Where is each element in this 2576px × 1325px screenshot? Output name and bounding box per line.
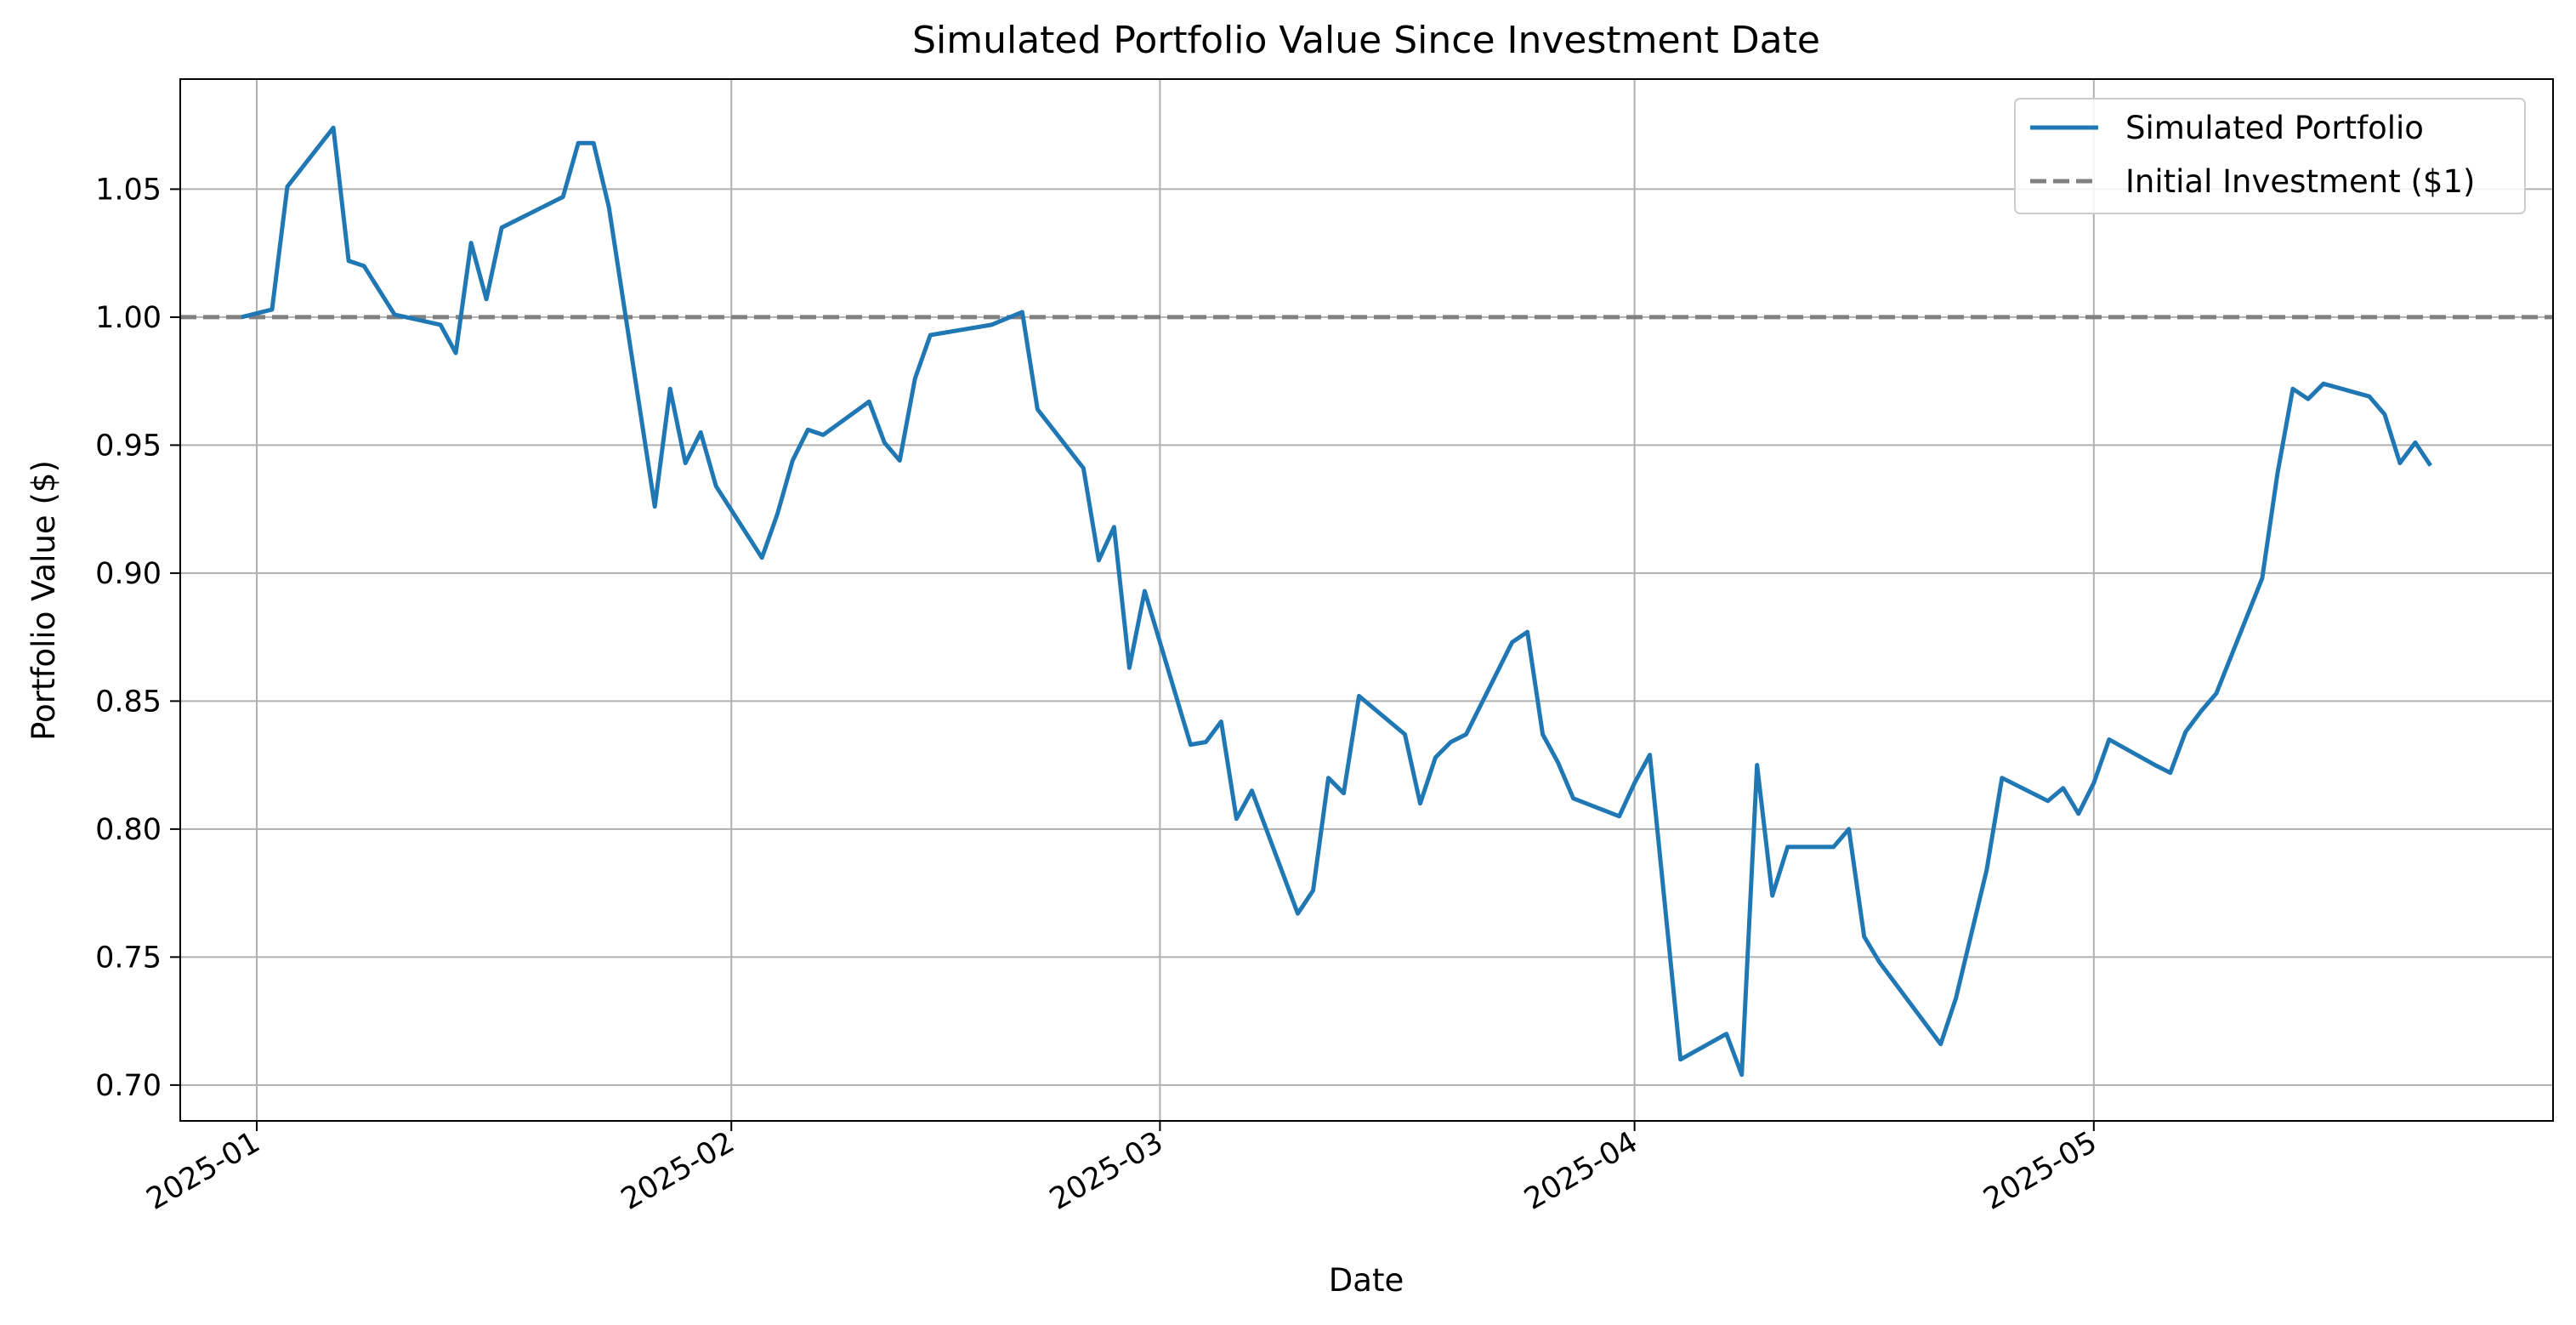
y-axis-ticks: 0.70 0.75 0.80 0.85 0.90 0.95 1.00 1.05 <box>95 173 180 1103</box>
y-tick-label: 1.05 <box>95 173 162 207</box>
x-axis-label: Date <box>1329 1262 1404 1299</box>
y-tick-label: 1.00 <box>95 301 162 335</box>
series-layer <box>241 125 2432 1078</box>
legend-box <box>2014 98 2526 214</box>
legend-label-initial-investment: Initial Investment ($1) <box>2125 163 2475 200</box>
y-tick-label: 0.95 <box>95 429 162 463</box>
y-tick-label: 0.70 <box>95 1069 162 1103</box>
y-axis-label: Portfolio Value ($) <box>26 460 62 741</box>
grid-lines <box>180 79 2553 1121</box>
legend-label-simulated-portfolio: Simulated Portfolio <box>2125 110 2424 146</box>
plot-area-frame <box>179 78 2554 1122</box>
portfolio-value-line <box>241 125 2432 1078</box>
y-tick-label: 0.75 <box>95 941 162 975</box>
y-tick-label: 0.85 <box>95 685 162 719</box>
y-tick-label: 0.80 <box>95 813 162 847</box>
y-tick-label: 0.90 <box>95 557 162 591</box>
legend: Simulated Portfolio Initial Investment (… <box>2014 98 2526 214</box>
chart-title: Simulated Portfolio Value Since Investme… <box>912 19 1820 62</box>
